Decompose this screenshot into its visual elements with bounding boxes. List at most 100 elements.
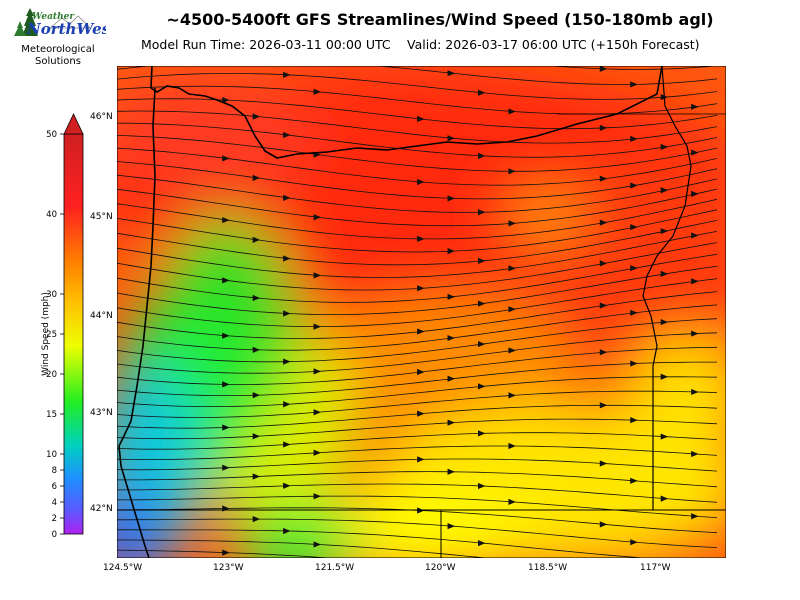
streamline-arrow (252, 346, 261, 353)
streamline (117, 135, 718, 172)
streamline-arrow (283, 131, 291, 139)
streamline-arrow (691, 450, 699, 458)
streamline-arrow (252, 294, 261, 302)
streamline (117, 404, 718, 429)
streamline-arrow (630, 539, 638, 546)
streamline-arrow (660, 319, 669, 326)
colorbar-tick-label: 6 (52, 482, 57, 492)
logo-weather-text: Weather (32, 12, 75, 22)
streamline-arrow (222, 277, 230, 284)
model-run-time: Model Run Time: 2026-03-11 00:00 UTC (141, 37, 391, 52)
streamline-arrow (660, 433, 669, 440)
streamline-arrow (599, 260, 608, 267)
streamline-arrow (222, 549, 230, 556)
streamline-arrow (478, 540, 486, 547)
streamline-arrow (222, 155, 230, 162)
streamline-arrow (252, 392, 261, 399)
streamline-arrow (508, 265, 516, 272)
streamline-arrow (252, 433, 261, 440)
streamline-arrow (660, 270, 669, 278)
colorbar-label: Wind Speed (mph) (41, 292, 51, 376)
streamline-arrow (313, 409, 322, 416)
streamline-arrow (447, 523, 455, 530)
lon-label: 120°W (425, 563, 456, 573)
streamline (117, 361, 717, 396)
streamline (117, 161, 718, 200)
streamline-arrow (283, 255, 291, 262)
logo-northwest-text: NorthWest (26, 20, 106, 38)
streamline (117, 518, 718, 548)
streamline-arrow (222, 332, 230, 339)
streamline-arrow (447, 419, 455, 426)
colorbar-tick-label: 20 (46, 370, 57, 380)
streamline-arrow (313, 368, 322, 375)
colorbar-tick-label: 2 (52, 514, 57, 524)
streamline-arrow (691, 232, 699, 239)
streamline-arrow (283, 71, 291, 78)
streamline-arrow (417, 507, 425, 514)
streamline-arrow (313, 323, 322, 330)
streamline-arrow (478, 482, 486, 490)
colorbar-extend-arrow (63, 113, 84, 135)
streamline-arrow (417, 115, 425, 123)
lon-label: 121.5°W (315, 563, 355, 573)
chart-title: ~4500-5400ft GFS Streamlines/Wind Speed … (166, 10, 714, 29)
streamline (117, 529, 650, 558)
streamline-arrow (283, 441, 291, 448)
streamline-arrow (447, 195, 455, 202)
streamline-arrow (599, 349, 608, 356)
streamline (117, 376, 718, 407)
streamline (117, 390, 718, 418)
streamline (117, 346, 718, 385)
idaho-border (642, 66, 692, 510)
streamline-arrow (313, 272, 322, 279)
streamline-arrow (417, 285, 425, 292)
colorbar-tick-label: 4 (52, 498, 57, 508)
streamline-arrow (599, 521, 608, 528)
streamline-arrow (313, 214, 322, 221)
streamline (117, 253, 718, 303)
streamline-arrow (313, 541, 322, 548)
streamline (117, 318, 718, 363)
streamline (117, 539, 490, 558)
streamline-arrow (417, 456, 425, 463)
streamline-arrow (599, 66, 608, 72)
colorbar-gradient (63, 133, 84, 535)
streamline (117, 483, 718, 503)
streamline-arrow (478, 300, 486, 307)
columbia-river-border (150, 66, 663, 159)
streamline-arrow (660, 143, 669, 151)
streamline-arrow (630, 417, 638, 424)
streamline-arrow (252, 473, 261, 480)
streamline-arrow (252, 236, 261, 243)
colorbar-tick-label: 0 (52, 530, 57, 540)
streamline-arrow (283, 482, 291, 489)
colorbar-tick-label: 40 (46, 210, 57, 220)
streamline-arrow (283, 401, 291, 408)
colorbar-tick-label: 8 (52, 466, 57, 476)
streamline-arrow (252, 174, 261, 181)
streamline-arrow (222, 96, 230, 104)
streamline (117, 332, 718, 374)
streamline (117, 304, 718, 351)
streamline (117, 73, 718, 100)
streamline-arrow (478, 209, 486, 216)
streamline-arrow (691, 190, 699, 198)
streamline-arrow (222, 424, 230, 431)
streamline-arrow (691, 513, 699, 520)
streamline-arrow (630, 224, 638, 231)
logo-subtitle-1: Meteorological (21, 44, 95, 55)
boundaries (117, 66, 726, 558)
streamline-arrow (660, 187, 669, 194)
wind-map (117, 66, 726, 558)
lat-label: 46°N (90, 112, 113, 122)
streamline-arrow (417, 328, 425, 335)
streamline-arrow (691, 103, 699, 110)
lat-label: 45°N (90, 212, 113, 222)
streamline (117, 265, 718, 316)
streamline-arrow (630, 135, 638, 142)
streamline (117, 66, 718, 85)
streamline-arrow (508, 108, 516, 115)
streamline-arrow (630, 265, 638, 272)
streamline-arrow (417, 178, 425, 186)
